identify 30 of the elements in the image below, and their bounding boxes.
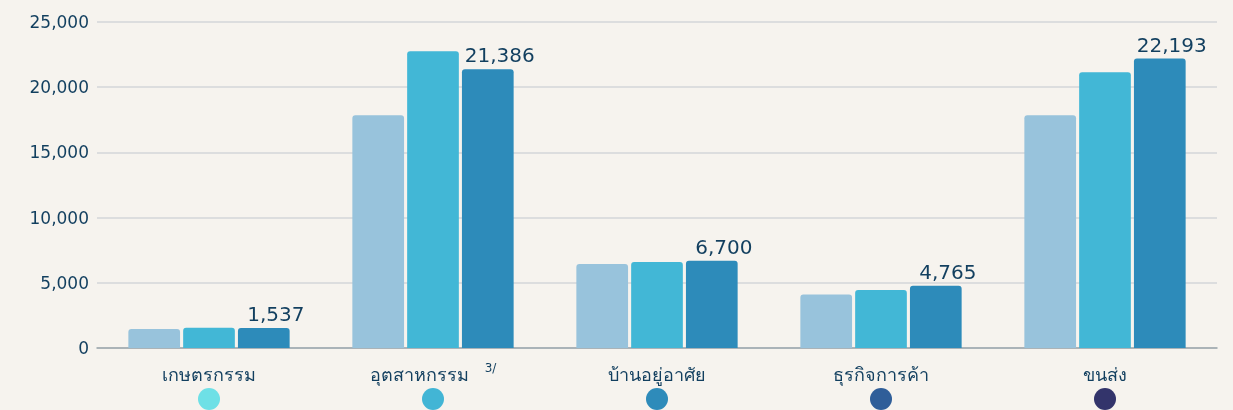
data-label: 6,700 (695, 234, 753, 259)
bar (1024, 115, 1077, 348)
bar (1133, 58, 1186, 348)
bar (576, 263, 629, 348)
data-label: 22,193 (1136, 32, 1207, 57)
bar (800, 294, 853, 348)
bar (128, 329, 181, 348)
x-tick-label: เกษตรกรรม (162, 363, 256, 385)
x-tick-label: บ้านอยู่อาศัย (608, 363, 706, 386)
y-tick-label: 10,000 (29, 207, 89, 228)
y-tick-label: 0 (78, 338, 89, 358)
bar (407, 51, 459, 348)
data-label: 1,537 (247, 301, 305, 326)
data-label: 4,765 (919, 259, 977, 284)
y-tick-label: 15,000 (29, 142, 89, 163)
bar (352, 115, 405, 348)
y-tick-label: 20,000 (29, 77, 89, 98)
bar (909, 285, 962, 348)
bar (461, 69, 514, 348)
bar (855, 289, 907, 348)
bar (183, 327, 235, 348)
data-label: 21,386 (464, 43, 535, 68)
y-tick-label: 5,000 (40, 272, 89, 293)
bar (1079, 72, 1131, 348)
x-tick-label: ธุรกิจการค้า (833, 363, 929, 386)
bar (685, 260, 738, 348)
x-tick-label: ขนส่ง (1083, 363, 1127, 385)
bar (631, 261, 683, 348)
y-tick-label: 25,000 (29, 12, 89, 32)
bar (237, 327, 290, 348)
